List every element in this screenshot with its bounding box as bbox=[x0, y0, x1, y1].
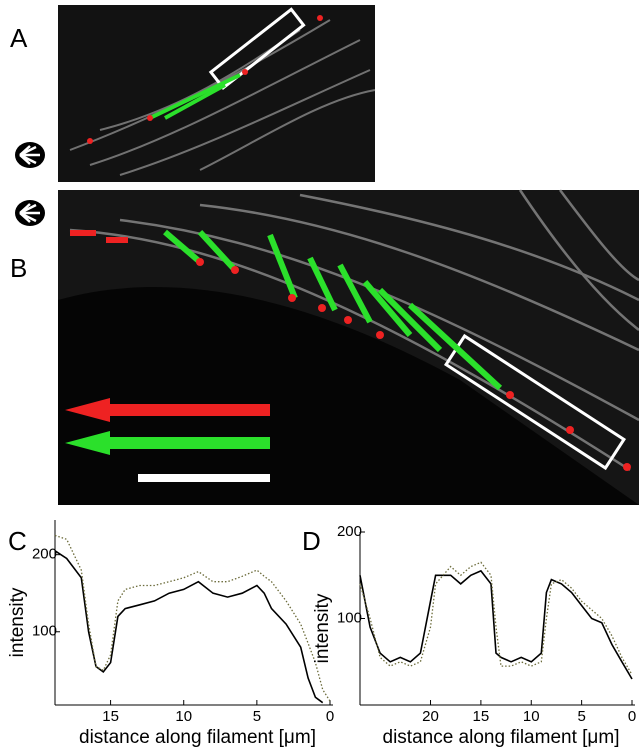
y-tick-label: 200 bbox=[337, 523, 362, 540]
panel-label: B bbox=[10, 253, 27, 283]
orientation-icon bbox=[15, 142, 45, 168]
data-line bbox=[359, 561, 633, 676]
x-tick-label: 5 bbox=[253, 708, 261, 725]
x-tick-label: 0 bbox=[628, 708, 636, 725]
x-axis-label: distance along filament [μm] bbox=[383, 727, 620, 748]
data-line bbox=[54, 550, 324, 704]
x-tick-label: 15 bbox=[473, 708, 490, 725]
micrograph-b bbox=[58, 189, 639, 505]
panel-label: C bbox=[8, 526, 27, 556]
micrograph-a bbox=[58, 5, 376, 182]
x-tick-label: 0 bbox=[326, 708, 334, 725]
panel-label: D bbox=[302, 526, 321, 556]
x-tick-label: 10 bbox=[175, 708, 192, 725]
x-tick-label: 5 bbox=[577, 708, 585, 725]
x-tick-label: 15 bbox=[102, 708, 119, 725]
y-tick-label: 100 bbox=[337, 609, 362, 626]
panel-label: A bbox=[10, 23, 28, 53]
y-axis-label: intensity bbox=[7, 587, 28, 657]
y-axis-label: intensity bbox=[312, 593, 333, 663]
x-tick-label: 20 bbox=[422, 708, 439, 725]
x-tick-label: 10 bbox=[523, 708, 540, 725]
data-line bbox=[359, 569, 633, 680]
data-line bbox=[54, 534, 331, 702]
y-tick-label: 100 bbox=[32, 623, 57, 640]
x-axis-label: distance along filament [μm] bbox=[79, 727, 316, 748]
y-tick-label: 200 bbox=[32, 546, 57, 563]
orientation-icon bbox=[15, 200, 45, 226]
